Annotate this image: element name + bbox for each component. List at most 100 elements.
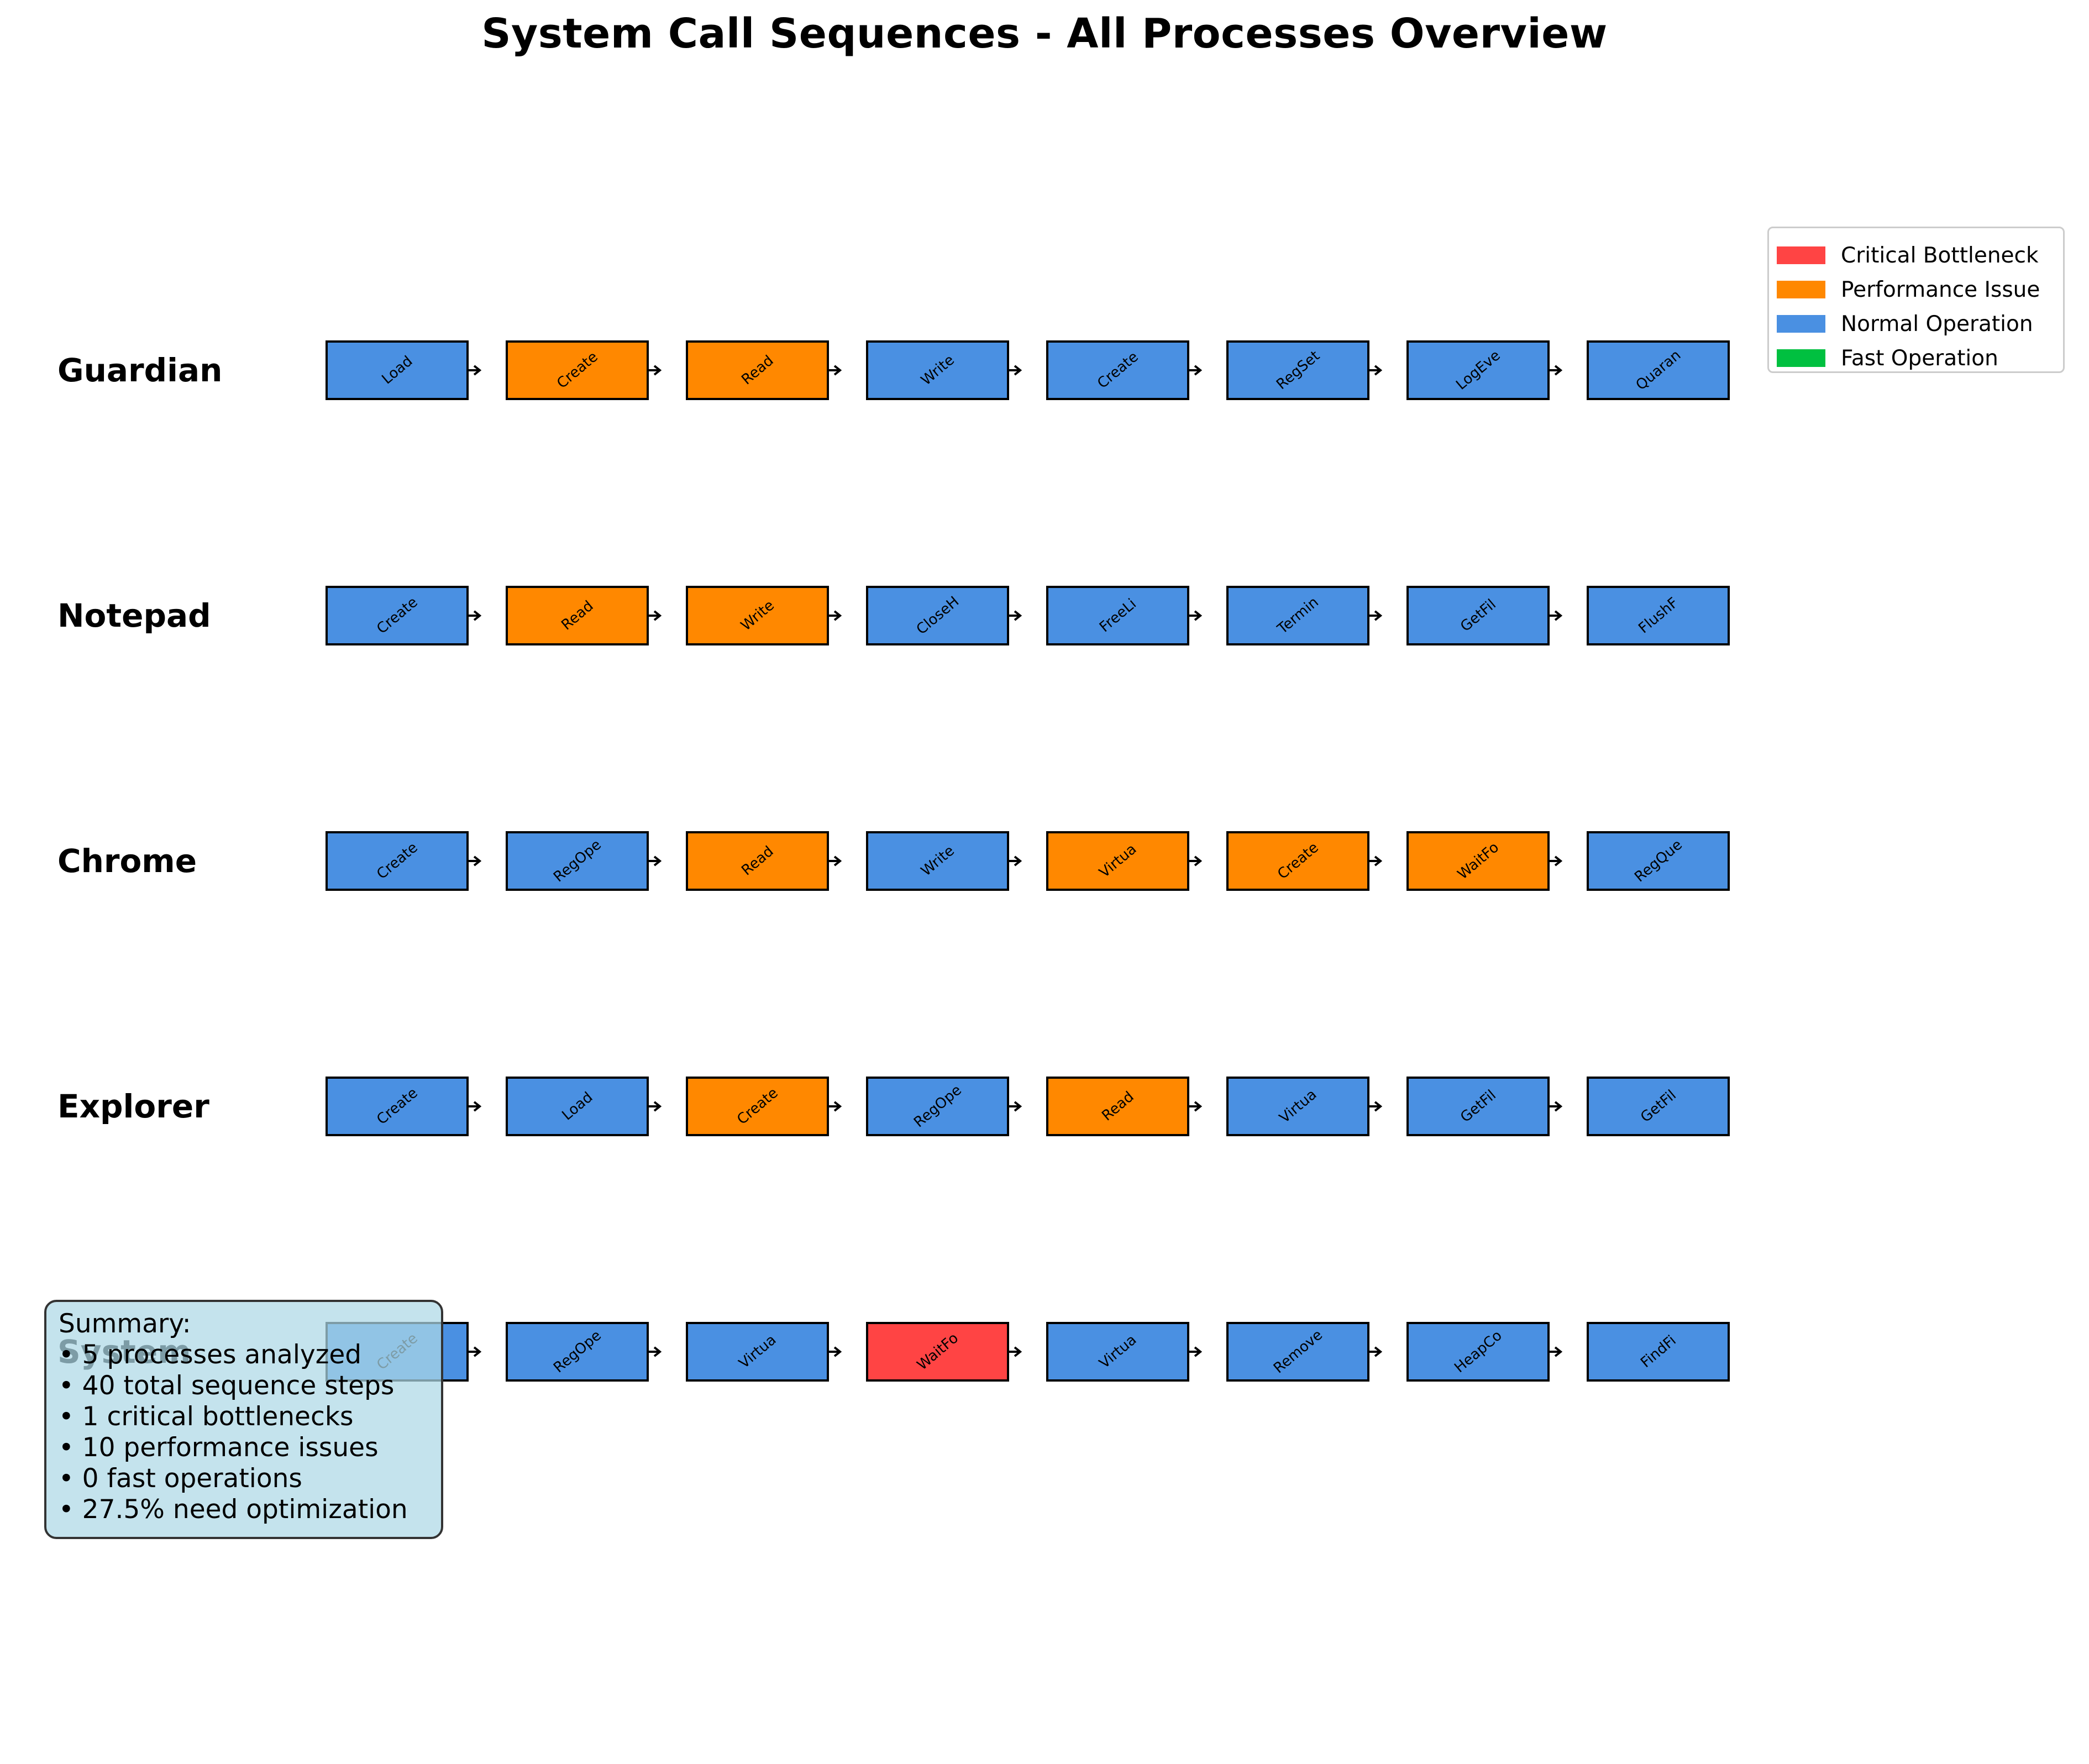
step-box: Create — [326, 1077, 469, 1136]
step-label: Virtua — [1096, 1331, 1140, 1372]
step-label: RegOpe — [910, 1082, 965, 1131]
step-box: Write — [866, 831, 1009, 891]
summary-box: Summary: • 5 processes analyzed • 40 tot… — [44, 1300, 443, 1539]
arrow-icon — [468, 855, 482, 867]
step-box: WaitFo — [1406, 831, 1550, 891]
arrow-icon — [1368, 855, 1383, 867]
summary-heading: Summary: — [59, 1309, 191, 1339]
step-box: GetFil — [1406, 1077, 1550, 1136]
step-box: Create — [686, 1077, 829, 1136]
arrow-icon — [1188, 855, 1203, 867]
step-box: Create — [326, 831, 469, 891]
step-label: GetFil — [1457, 596, 1499, 636]
step-label: HeapCo — [1451, 1327, 1505, 1377]
legend-label-normal: Normal Operation — [1841, 311, 2033, 337]
arrow-icon — [1549, 855, 1563, 867]
arrow-icon — [1549, 610, 1563, 621]
step-label: RegOpe — [550, 1327, 605, 1377]
arrow-icon — [828, 1346, 842, 1357]
step-label: FreeLi — [1096, 595, 1140, 636]
step-box: Virtua — [1046, 1322, 1189, 1382]
step-box: Create — [1046, 340, 1189, 400]
step-box: Termin — [1226, 586, 1369, 645]
step-box: GetFil — [1587, 1077, 1730, 1136]
step-label: RegOpe — [550, 836, 605, 886]
arrow-icon — [1549, 1101, 1563, 1112]
arrow-icon — [1008, 610, 1022, 621]
arrow-icon — [468, 610, 482, 621]
step-box: FreeLi — [1046, 586, 1189, 645]
step-label: Remove — [1270, 1326, 1326, 1377]
step-label: Load — [378, 353, 416, 388]
legend-label-performance: Performance Issue — [1841, 277, 2040, 302]
step-label: Read — [738, 352, 777, 389]
legend-item-fast: Fast Operation — [1777, 341, 2063, 375]
step-label: Virtua — [736, 1331, 779, 1372]
step-label: GetFil — [1637, 1086, 1679, 1126]
step-label: Write — [917, 842, 958, 880]
step-box: Write — [866, 340, 1009, 400]
arrow-icon — [648, 1346, 662, 1357]
step-label: CloseH — [913, 593, 962, 638]
arrow-icon — [1549, 1346, 1563, 1357]
step-box: FindFi — [1587, 1322, 1730, 1382]
legend-label-fast: Fast Operation — [1841, 345, 1998, 371]
arrow-icon — [468, 1101, 482, 1112]
step-label: WaitFo — [1454, 839, 1502, 883]
step-label: WaitFo — [914, 1330, 962, 1374]
step-label: Load — [558, 1089, 596, 1124]
legend-label-critical: Critical Bottleneck — [1841, 243, 2039, 268]
step-label: Create — [553, 348, 601, 392]
step-box: Virtua — [686, 1322, 829, 1382]
arrow-icon — [1368, 365, 1383, 376]
step-box: RegSet — [1226, 340, 1369, 400]
arrow-icon — [1008, 1346, 1022, 1357]
summary-line: • 5 processes analyzed — [59, 1340, 362, 1370]
step-label: Write — [737, 597, 778, 634]
step-box: Load — [506, 1077, 649, 1136]
legend-swatch-critical — [1777, 246, 1825, 264]
summary-line: • 1 critical bottlenecks — [59, 1401, 354, 1432]
process-label-explorer: Explorer — [57, 1088, 209, 1125]
step-label: LogEve — [1452, 347, 1504, 393]
step-box: Virtua — [1226, 1077, 1369, 1136]
step-label: Create — [373, 594, 421, 638]
step-label: GetFil — [1457, 1086, 1499, 1126]
step-label: Create — [373, 1084, 421, 1128]
legend-swatch-performance — [1777, 281, 1825, 298]
step-label: Virtua — [1276, 1086, 1320, 1127]
arrow-icon — [648, 1101, 662, 1112]
summary-line: • 0 fast operations — [59, 1463, 302, 1494]
arrow-icon — [1549, 365, 1563, 376]
step-box: Create — [506, 340, 649, 400]
step-label: Termin — [1274, 594, 1322, 638]
arrow-icon — [1368, 1346, 1383, 1357]
legend-swatch-fast — [1777, 349, 1825, 367]
arrow-icon — [828, 365, 842, 376]
step-label: FindFi — [1637, 1332, 1679, 1372]
step-box: Read — [506, 586, 649, 645]
arrow-icon — [468, 1346, 482, 1357]
step-label: FlushF — [1635, 594, 1682, 637]
legend-item-critical: Critical Bottleneck — [1777, 238, 2063, 272]
step-box: CloseH — [866, 586, 1009, 645]
summary-line: • 27.5% need optimization — [59, 1494, 408, 1525]
arrow-icon — [1368, 1101, 1383, 1112]
process-label-guardian: Guardian — [57, 351, 223, 389]
arrow-icon — [648, 855, 662, 867]
arrow-icon — [1188, 610, 1203, 621]
arrow-icon — [1008, 855, 1022, 867]
arrow-icon — [648, 365, 662, 376]
step-box: Create — [326, 586, 469, 645]
arrow-icon — [828, 610, 842, 621]
step-box: FlushF — [1587, 586, 1730, 645]
step-box: RegOpe — [506, 1322, 649, 1382]
arrow-icon — [1008, 1101, 1022, 1112]
arrow-icon — [648, 610, 662, 621]
arrow-icon — [1368, 610, 1383, 621]
step-box: Read — [686, 831, 829, 891]
legend-item-normal: Normal Operation — [1777, 307, 2063, 341]
step-label: RegQue — [1631, 836, 1686, 886]
arrow-icon — [1008, 365, 1022, 376]
